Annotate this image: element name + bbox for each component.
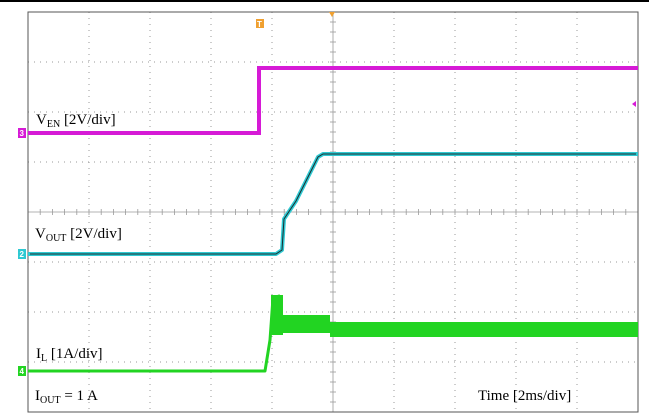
- iout-label-main: I: [35, 388, 40, 404]
- trigger-position-label: T: [257, 20, 262, 29]
- vout-trace-core: [30, 153, 636, 255]
- ch4-marker: [18, 366, 26, 376]
- graticule: [28, 12, 638, 412]
- iout-label: IOUT = 1 A: [35, 388, 98, 406]
- vout-label-scale: [2V/div]: [66, 226, 121, 242]
- il-label: IL [1A/div]: [36, 346, 103, 364]
- il-label-scale: [1A/div]: [47, 346, 102, 362]
- ven-label-scale: [2V/div]: [60, 112, 115, 128]
- iout-label-value: = 1 A: [61, 388, 98, 404]
- ven-trace: [28, 66, 638, 135]
- ven-label-main: V: [36, 112, 47, 128]
- trigger-point-marker: [329, 12, 335, 17]
- ch2-marker-label: 2: [20, 250, 25, 259]
- il-label-sub: L: [41, 353, 47, 364]
- ven-label: VEN [2V/div]: [36, 112, 116, 130]
- vout-label-sub: OUT: [46, 233, 67, 244]
- trace-group: [28, 66, 639, 373]
- time-scale-label: Time [2ms/div]: [478, 388, 571, 404]
- channel-labels: VEN [2V/div] VOUT [2V/div] IL [1A/div] I…: [35, 112, 571, 406]
- il-label-main: I: [36, 346, 41, 362]
- ch3-marker-label: 3: [20, 129, 25, 138]
- ch2-marker: [18, 249, 26, 259]
- vout-label: VOUT [2V/div]: [35, 226, 122, 244]
- il-trace-ripple-settle: [283, 315, 330, 333]
- trigger-markers: T: [256, 12, 636, 107]
- trigger-level-arrow: [632, 101, 636, 107]
- iout-label-sub: OUT: [40, 395, 61, 406]
- vout-label-main: V: [35, 226, 46, 242]
- channel-markers: 3 2 4: [18, 128, 26, 376]
- il-trace-ripple-peak: [271, 295, 283, 335]
- trigger-position-marker: [256, 19, 264, 28]
- ch4-marker-label: 4: [20, 367, 25, 376]
- ch3-marker: [18, 128, 26, 138]
- ven-label-sub: EN: [47, 119, 60, 130]
- il-trace-ripple: [330, 322, 638, 337]
